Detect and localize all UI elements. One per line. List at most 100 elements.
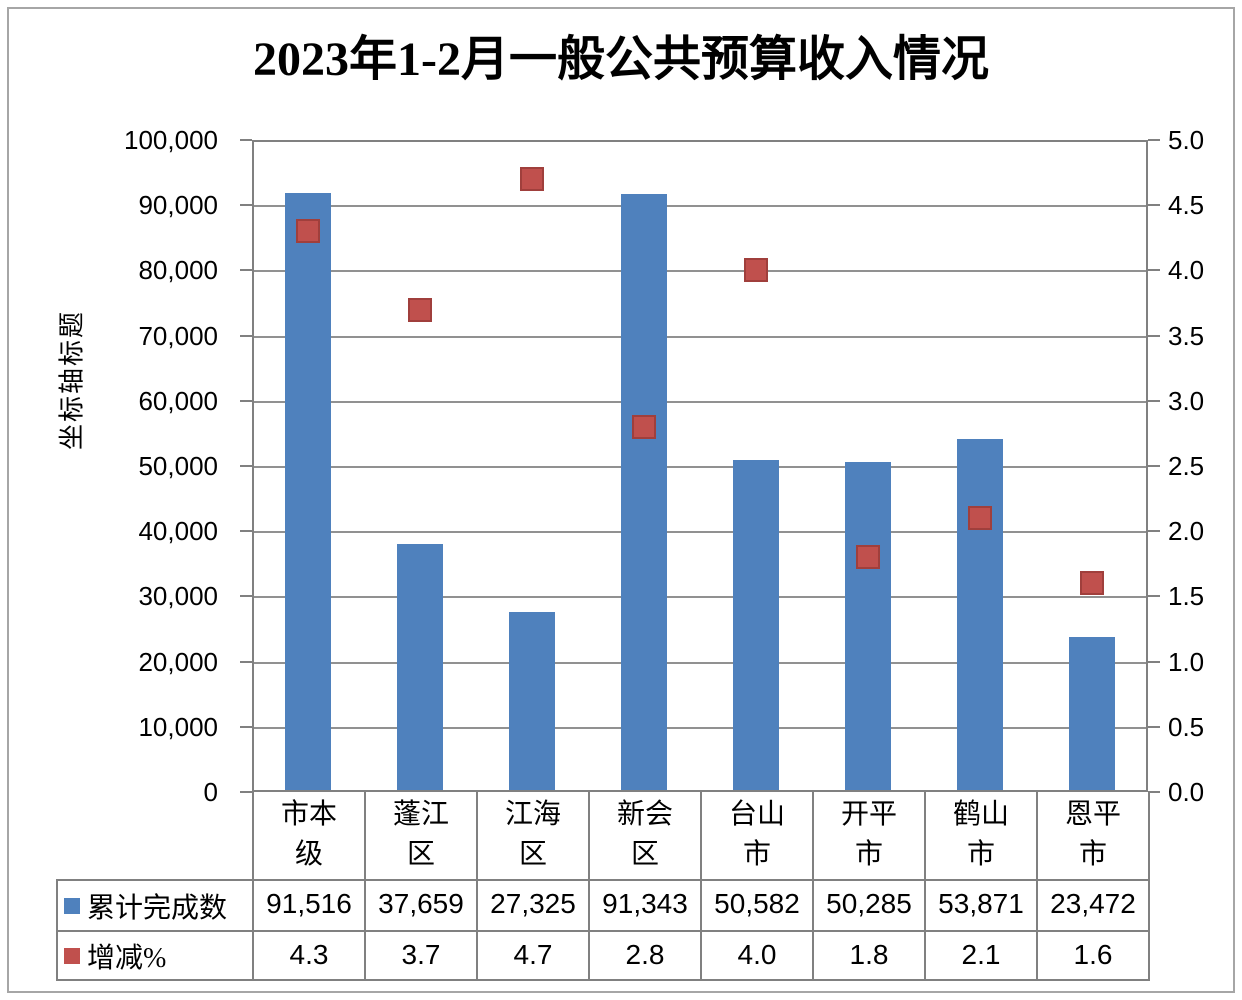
left-axis-tick-mark bbox=[240, 139, 252, 141]
left-axis-tick-mark bbox=[240, 595, 252, 598]
table-value-0-3: 91,343 bbox=[588, 881, 700, 930]
legend-swatch-bar bbox=[64, 897, 80, 914]
data-table: 累计完成数 91,516 37,659 27,325 91,343 50,582 50,28… bbox=[56, 879, 1150, 981]
category-label-6: 鹤山 市 bbox=[926, 792, 1038, 879]
category-label-0: 市本 级 bbox=[254, 792, 366, 879]
scatter-marker-7 bbox=[1080, 571, 1104, 596]
left-axis-tick-mark bbox=[240, 660, 252, 663]
table-value-1-1: 3.7 bbox=[364, 932, 476, 979]
category-label-1: 蓬江 区 bbox=[366, 792, 478, 879]
series-name-label: 累计完成数 bbox=[87, 892, 228, 924]
left-axis-tick-mark bbox=[240, 269, 252, 272]
plot-area bbox=[252, 140, 1148, 792]
right-axis-tick-mark bbox=[1148, 791, 1160, 793]
gridline bbox=[254, 400, 1146, 403]
table-value-1-2: 4.7 bbox=[476, 932, 588, 979]
left-axis-tick-label: 100,000 bbox=[124, 125, 218, 155]
legend-cell-1: 增减% bbox=[58, 932, 252, 979]
right-axis-tick-mark bbox=[1148, 465, 1160, 467]
series-name-label: 增减% bbox=[87, 942, 167, 974]
table-value-0-6: 53,871 bbox=[924, 881, 1036, 930]
right-axis-tick-mark bbox=[1148, 139, 1160, 141]
right-axis-tick-mark bbox=[1148, 530, 1160, 533]
left-axis-tick-mark bbox=[240, 465, 252, 467]
category-axis-labels: 市本 级蓬江 区江海 区新会 区台山 市开平 市鹤山 市恩平 市 bbox=[252, 792, 1150, 879]
category-label-5: 开平 市 bbox=[814, 792, 926, 879]
left-axis-tick-mark bbox=[240, 725, 252, 728]
bar-6 bbox=[957, 438, 1003, 790]
left-axis-tick-mark bbox=[240, 399, 252, 402]
left-axis-tick-label: 30,000 bbox=[138, 581, 218, 612]
scatter-marker-4 bbox=[744, 258, 768, 283]
legend-cell-0: 累计完成数 bbox=[58, 881, 252, 930]
bar-7 bbox=[1069, 636, 1115, 790]
bar-3 bbox=[621, 194, 667, 790]
right-axis-tick-mark bbox=[1148, 660, 1160, 663]
right-axis-tick-label: 1.5 bbox=[1168, 581, 1205, 612]
category-label-7: 恩平 市 bbox=[1038, 792, 1150, 879]
left-axis-tick-label: 20,000 bbox=[138, 646, 218, 677]
table-value-1-4: 4.0 bbox=[700, 932, 812, 979]
gridline bbox=[254, 531, 1146, 534]
right-axis-tick-label: 2.5 bbox=[1168, 451, 1205, 481]
right-axis-tick-mark bbox=[1148, 204, 1160, 207]
gridline bbox=[254, 596, 1146, 599]
right-axis-tick-label: 5.0 bbox=[1168, 125, 1205, 155]
table-row-0: 累计完成数 91,516 37,659 27,325 91,343 50,582 50,28… bbox=[58, 881, 1148, 930]
gridline bbox=[254, 726, 1146, 729]
bar-4 bbox=[733, 460, 779, 790]
table-row-1: 增减% 4.3 3.7 4.7 2.8 4.0 1.8 2.1 1.6 bbox=[58, 930, 1148, 979]
right-axis-tick-mark bbox=[1148, 334, 1160, 337]
table-value-1-0: 4.3 bbox=[252, 932, 364, 979]
table-value-0-5: 50,285 bbox=[812, 881, 924, 930]
gridline bbox=[254, 270, 1146, 273]
table-value-0-0: 91,516 bbox=[252, 881, 364, 930]
right-axis-tick-label: 4.5 bbox=[1168, 190, 1205, 221]
gridline bbox=[254, 335, 1146, 338]
right-axis-tick-mark bbox=[1148, 269, 1160, 272]
gridline bbox=[254, 205, 1146, 208]
right-axis-tick-label: 1.0 bbox=[1168, 646, 1205, 677]
left-axis-tick-mark bbox=[240, 334, 252, 337]
table-value-0-1: 37,659 bbox=[364, 881, 476, 930]
bar-5 bbox=[845, 462, 891, 790]
right-axis-tick-label: 2.0 bbox=[1168, 516, 1205, 547]
right-axis-tick-mark bbox=[1148, 595, 1160, 598]
scatter-marker-0 bbox=[296, 219, 320, 244]
table-value-1-3: 2.8 bbox=[588, 932, 700, 979]
scatter-marker-5 bbox=[856, 545, 880, 570]
left-axis-tick-label: 90,000 bbox=[138, 190, 218, 221]
table-value-1-7: 1.6 bbox=[1036, 932, 1148, 979]
gridline bbox=[254, 661, 1146, 664]
legend-swatch-marker bbox=[64, 947, 80, 964]
right-axis-tick-label: 0.0 bbox=[1168, 777, 1205, 807]
right-axis-tick-mark bbox=[1148, 399, 1160, 402]
chart-title: 2023年1-2月一般公共预算收入情况 bbox=[253, 33, 989, 86]
right-axis-tick-mark bbox=[1148, 725, 1160, 728]
left-axis-tick-mark bbox=[240, 204, 252, 207]
scatter-marker-2 bbox=[520, 167, 544, 192]
right-axis-tick-label: 4.0 bbox=[1168, 255, 1205, 286]
table-value-1-5: 1.8 bbox=[812, 932, 924, 979]
bar-2 bbox=[509, 611, 555, 790]
bar-0 bbox=[285, 193, 331, 790]
left-axis-tick-label: 70,000 bbox=[138, 320, 218, 351]
right-axis-tick-label: 3.5 bbox=[1168, 320, 1205, 351]
table-value-1-6: 2.1 bbox=[924, 932, 1036, 979]
category-label-2: 江海 区 bbox=[478, 792, 590, 879]
category-label-3: 新会 区 bbox=[590, 792, 702, 879]
left-axis-tick-label: 60,000 bbox=[138, 385, 218, 416]
gridline bbox=[254, 466, 1146, 468]
chart-outer-border bbox=[7, 7, 1235, 993]
scatter-marker-3 bbox=[632, 414, 656, 439]
scatter-marker-6 bbox=[968, 506, 992, 531]
scatter-marker-1 bbox=[408, 297, 432, 322]
left-axis-tick-label: 10,000 bbox=[138, 711, 218, 742]
right-axis-tick-label: 0.5 bbox=[1168, 711, 1205, 742]
left-axis-tick-label: 40,000 bbox=[138, 516, 218, 547]
category-label-4: 台山 市 bbox=[702, 792, 814, 879]
table-value-0-4: 50,582 bbox=[700, 881, 812, 930]
left-axis-tick-label: 80,000 bbox=[138, 255, 218, 286]
table-value-0-2: 27,325 bbox=[476, 881, 588, 930]
